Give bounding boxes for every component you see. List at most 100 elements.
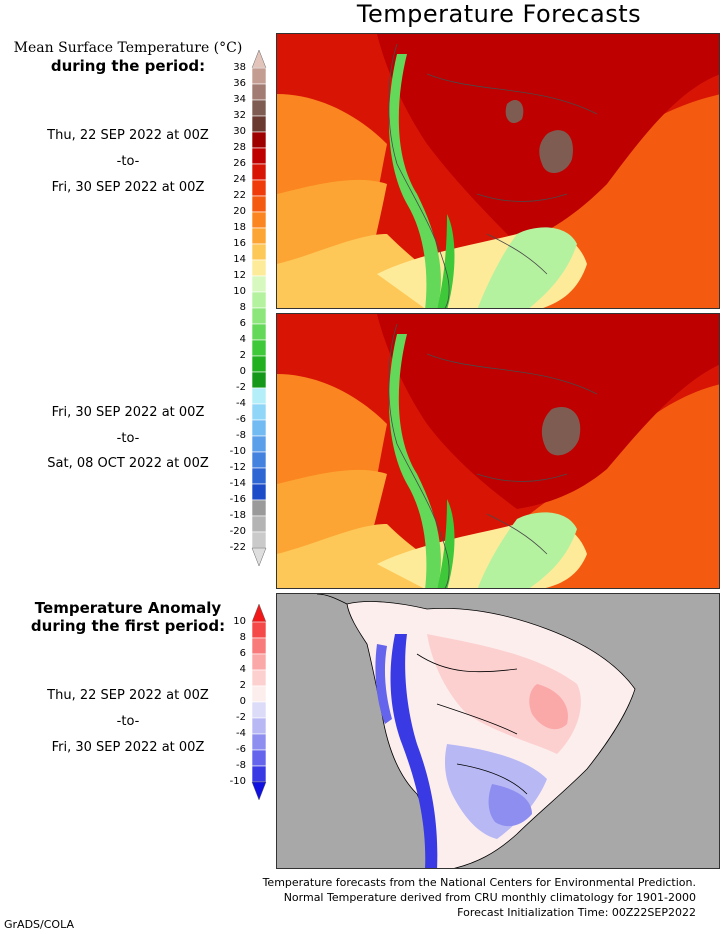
- colorbar-top-arrow: [251, 50, 267, 69]
- colorbar-swatch: [251, 451, 267, 469]
- anomaly-legend-title: Temperature Anomaly: [34, 599, 222, 617]
- colorbar-tick-label: 6: [239, 318, 246, 329]
- colorbar-swatch: [251, 749, 267, 767]
- colorbar-tick-label: 0: [239, 696, 246, 707]
- period1-sep: -to-: [116, 154, 140, 169]
- colorbar-swatch: [251, 621, 267, 639]
- colorbar-tick-label: 6: [239, 648, 246, 659]
- colorbar-tick-label: -2: [236, 712, 246, 723]
- anomaly-legend-subtitle: during the first period:: [30, 617, 226, 635]
- colorbar-tick-label: 38: [233, 62, 246, 73]
- colorbar-swatch: [251, 243, 267, 261]
- colorbar-tick-label: -22: [229, 542, 246, 553]
- colorbar-tick-label: -10: [229, 776, 246, 787]
- colorbar-tick-label: 2: [239, 680, 246, 691]
- colorbar-swatch: [251, 147, 267, 165]
- colorbar-tick-label: 4: [239, 334, 246, 345]
- colorbar-bottom-arrow: [251, 781, 267, 801]
- mean-temp-map-period1: [276, 33, 720, 309]
- colorbar-swatch: [251, 765, 267, 783]
- colorbar-swatch: [251, 179, 267, 197]
- footer-source-line: Temperature forecasts from the National …: [262, 876, 696, 889]
- colorbar-swatch: [251, 717, 267, 735]
- mean-legend-title: Mean Surface Temperature (°C): [13, 40, 243, 56]
- colorbar-swatch: [251, 669, 267, 687]
- colorbar-swatch: [251, 653, 267, 671]
- period2-sep: -to-: [116, 431, 140, 446]
- colorbar-tick-label: 24: [233, 174, 246, 185]
- colorbar-swatch: [251, 131, 267, 149]
- colorbar-tick-label: 18: [233, 222, 246, 233]
- period1-start: Thu, 22 SEP 2022 at 00Z: [47, 128, 209, 143]
- colorbar-swatch: [251, 291, 267, 309]
- anomaly-colorbar: [251, 604, 267, 801]
- colorbar-swatch: [251, 323, 267, 341]
- temp-anomaly-map: [276, 593, 720, 869]
- colorbar-tick-label: -6: [236, 744, 246, 755]
- colorbar-tick-label: -12: [229, 462, 246, 473]
- colorbar-swatch: [251, 307, 267, 325]
- colorbar-tick-label: 10: [233, 286, 246, 297]
- colorbar-swatch: [251, 99, 267, 117]
- colorbar-tick-label: 16: [233, 238, 246, 249]
- period2-start: Fri, 30 SEP 2022 at 00Z: [51, 405, 205, 420]
- colorbar-tick-label: -4: [236, 398, 246, 409]
- colorbar-tick-label: 32: [233, 110, 246, 121]
- colorbar-swatch: [251, 403, 267, 421]
- colorbar-swatch: [251, 115, 267, 133]
- anomaly-period-end: Fri, 30 SEP 2022 at 00Z: [51, 740, 205, 755]
- colorbar-tick-label: 14: [233, 254, 246, 265]
- colorbar-top-arrow: [251, 604, 267, 623]
- colorbar-swatch: [251, 483, 267, 501]
- mean-colorbar: [251, 50, 267, 567]
- colorbar-tick-label: -2: [236, 382, 246, 393]
- colorbar-tick-label: 10: [233, 616, 246, 627]
- colorbar-tick-label: 30: [233, 126, 246, 137]
- colorbar-tick-label: -20: [229, 526, 246, 537]
- colorbar-tick-label: 4: [239, 664, 246, 675]
- colorbar-swatch: [251, 211, 267, 229]
- footer-init-time: Forecast Initialization Time: 00Z22SEP20…: [457, 906, 696, 919]
- colorbar-tick-label: -8: [236, 760, 246, 771]
- colorbar-swatch: [251, 733, 267, 751]
- colorbar-swatch: [251, 515, 267, 533]
- colorbar-swatch: [251, 83, 267, 101]
- colorbar-swatch: [251, 531, 267, 549]
- footer-climatology-line: Normal Temperature derived from CRU mont…: [283, 891, 696, 904]
- colorbar-tick-label: -10: [229, 446, 246, 457]
- colorbar-swatch: [251, 387, 267, 405]
- colorbar-swatch: [251, 227, 267, 245]
- colorbar-swatch: [251, 355, 267, 373]
- grads-credit: GrADS/COLA: [4, 918, 74, 931]
- colorbar-swatch: [251, 435, 267, 453]
- colorbar-tick-label: -8: [236, 430, 246, 441]
- colorbar-swatch: [251, 371, 267, 389]
- colorbar-tick-label: 8: [239, 632, 246, 643]
- colorbar-tick-label: 36: [233, 78, 246, 89]
- colorbar-swatch: [251, 195, 267, 213]
- colorbar-swatch: [251, 419, 267, 437]
- colorbar-tick-label: -4: [236, 728, 246, 739]
- period2-end: Sat, 08 OCT 2022 at 00Z: [47, 456, 209, 471]
- period1-end: Fri, 30 SEP 2022 at 00Z: [51, 180, 205, 195]
- colorbar-swatch: [251, 701, 267, 719]
- mean-legend-subtitle: during the period:: [50, 57, 206, 75]
- colorbar-swatch: [251, 67, 267, 85]
- colorbar-swatch: [251, 685, 267, 703]
- colorbar-tick-label: 34: [233, 94, 246, 105]
- colorbar-tick-label: 20: [233, 206, 246, 217]
- colorbar-swatch: [251, 637, 267, 655]
- colorbar-bottom-arrow: [251, 547, 267, 567]
- colorbar-tick-label: 2: [239, 350, 246, 361]
- colorbar-swatch: [251, 163, 267, 181]
- colorbar-swatch: [251, 275, 267, 293]
- colorbar-tick-label: 22: [233, 190, 246, 201]
- colorbar-tick-label: 26: [233, 158, 246, 169]
- mean-temp-map-period2: [276, 313, 720, 589]
- colorbar-tick-label: -6: [236, 414, 246, 425]
- colorbar-swatch: [251, 467, 267, 485]
- page-title: Temperature Forecasts: [356, 0, 642, 28]
- colorbar-tick-label: -18: [229, 510, 246, 521]
- colorbar-tick-label: 0: [239, 366, 246, 377]
- anomaly-period-sep: -to-: [116, 714, 140, 729]
